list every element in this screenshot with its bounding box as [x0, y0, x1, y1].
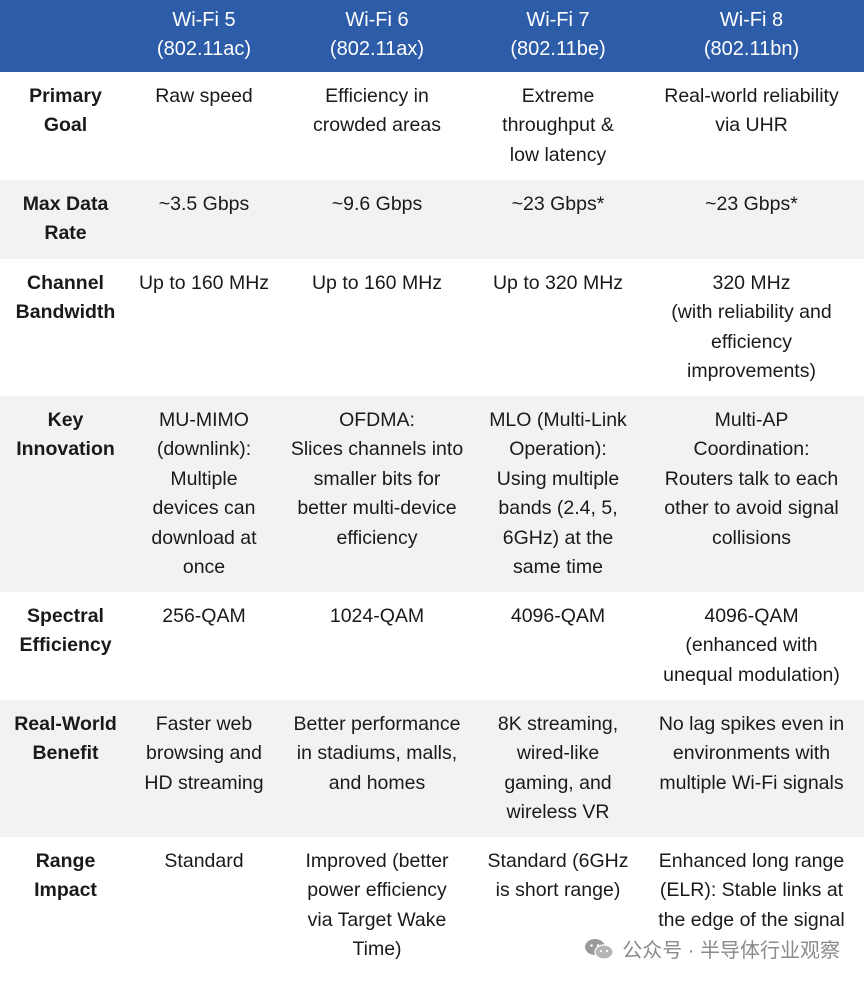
table-cell: Efficiency in crowded areas	[277, 72, 477, 180]
row-label: Spectral Efficiency	[0, 592, 131, 700]
table-cell: 4096-QAM	[477, 592, 639, 700]
table-cell: MLO (Multi-Link Operation): Using multip…	[477, 396, 639, 592]
table-cell: 1024-QAM	[277, 592, 477, 700]
table-cell: Raw speed	[131, 72, 277, 180]
table-cell: ~3.5 Gbps	[131, 180, 277, 259]
wechat-icon	[585, 938, 614, 960]
header-wifi8: Wi-Fi 8 (802.11bn)	[639, 0, 864, 72]
table-cell: 8K streaming, wired-like gaming, and wir…	[477, 700, 639, 837]
table-cell: 256-QAM	[131, 592, 277, 700]
watermark: 公众号 · 半导体行业观察	[580, 932, 844, 965]
table-cell: ~9.6 Gbps	[277, 180, 477, 259]
table-cell: MU-MIMO (downlink): Multiple devices can…	[131, 396, 277, 592]
header-row: Wi-Fi 5 (802.11ac) Wi-Fi 6 (802.11ax) Wi…	[0, 0, 864, 72]
table-cell: Better performance in stadiums, malls, a…	[277, 700, 477, 837]
row-label: Channel Bandwidth	[0, 259, 131, 396]
table-cell: 4096-QAM (enhanced with unequal modulati…	[639, 592, 864, 700]
watermark-text: 公众号 · 半导体行业观察	[622, 940, 840, 962]
table-cell: ~23 Gbps*	[477, 180, 639, 259]
header-wifi6: Wi-Fi 6 (802.11ax)	[277, 0, 477, 72]
table-cell: Multi-AP Coordination: Routers talk to e…	[639, 396, 864, 592]
row-label: Real-World Benefit	[0, 700, 131, 837]
table-row: Spectral Efficiency 256-QAM 1024-QAM 409…	[0, 592, 864, 700]
header-wifi5: Wi-Fi 5 (802.11ac)	[131, 0, 277, 72]
table-cell: Extreme throughput & low latency	[477, 72, 639, 180]
table-cell: Up to 320 MHz	[477, 259, 639, 396]
table-cell: Real-world reliability via UHR	[639, 72, 864, 180]
row-label: Range Impact	[0, 837, 131, 983]
table-cell: OFDMA: Slices channels into smaller bits…	[277, 396, 477, 592]
table-row: Max Data Rate ~3.5 Gbps ~9.6 Gbps ~23 Gb…	[0, 180, 864, 259]
table-row: Channel Bandwidth Up to 160 MHz Up to 16…	[0, 259, 864, 396]
table-cell: No lag spikes even in environments with …	[639, 700, 864, 837]
table-cell: Up to 160 MHz	[277, 259, 477, 396]
table-cell: Improved (better power efficiency via Ta…	[277, 837, 477, 983]
table-cell: 320 MHz (with reliability and efficiency…	[639, 259, 864, 396]
table-cell: ~23 Gbps*	[639, 180, 864, 259]
table-cell: Standard	[131, 837, 277, 983]
table-row: Key Innovation MU-MIMO (downlink): Multi…	[0, 396, 864, 592]
row-label: Primary Goal	[0, 72, 131, 180]
header-wifi7: Wi-Fi 7 (802.11be)	[477, 0, 639, 72]
table-row: Real-World Benefit Faster web browsing a…	[0, 700, 864, 837]
row-label: Max Data Rate	[0, 180, 131, 259]
row-label: Key Innovation	[0, 396, 131, 592]
table-row: Primary Goal Raw speed Efficiency in cro…	[0, 72, 864, 180]
header-corner	[0, 0, 131, 72]
table-cell: Faster web browsing and HD streaming	[131, 700, 277, 837]
table-cell: Up to 160 MHz	[131, 259, 277, 396]
